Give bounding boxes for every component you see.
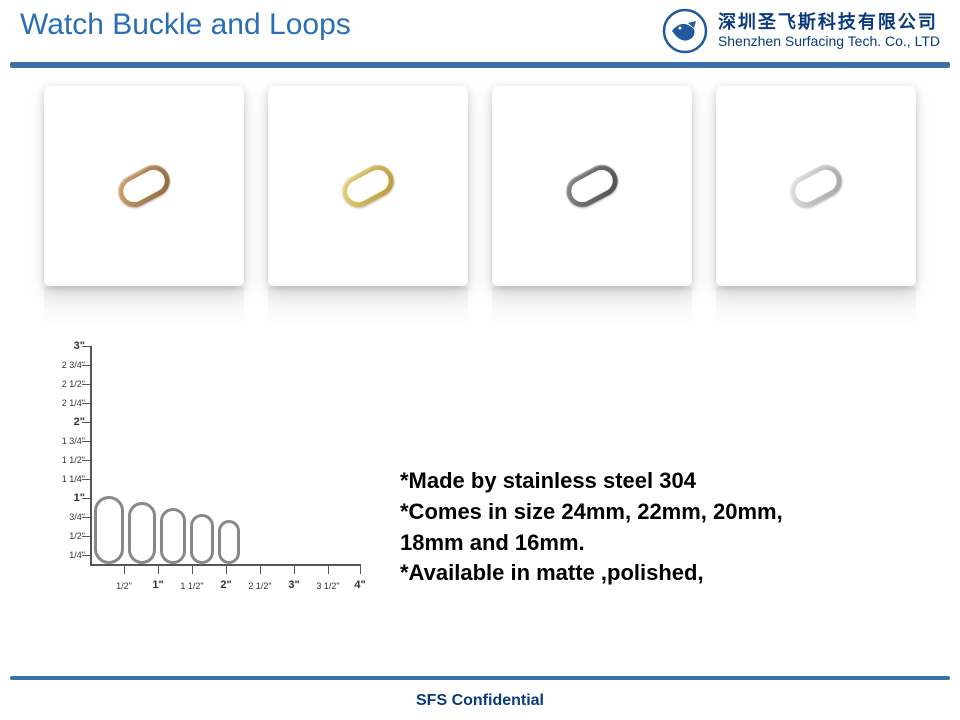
y-label: 3": [74, 340, 85, 352]
loop-rose-gold-icon: [113, 159, 176, 213]
x-label: 2": [220, 579, 231, 591]
size-chart: 3" 2 3/4" 2 1/2" 2 1/4" 2" 1 3/4" 1 1/2" 1 1/4"…: [40, 346, 360, 596]
y-label: 1 1/2": [62, 455, 85, 465]
description: *Made by stainless steel 304 *Comes in s…: [400, 346, 783, 596]
size-loop-icon: [218, 520, 240, 564]
product-row: [40, 86, 920, 286]
desc-line-2: *Comes in size 24mm, 22mm, 20mm,: [400, 497, 783, 528]
loop-gunmetal-icon: [561, 159, 624, 213]
y-label: 2 1/4": [62, 398, 85, 408]
size-loop-icon: [94, 496, 124, 564]
company-text: 深圳圣飞斯科技有限公司 Shenzhen Surfacing Tech. Co.…: [718, 12, 940, 50]
y-label: 3/4": [69, 512, 85, 522]
divider-top: [10, 62, 950, 68]
company-name-en: Shenzhen Surfacing Tech. Co., LTD: [718, 33, 940, 50]
footer-text: SFS Confidential: [0, 692, 960, 710]
product-card: [492, 86, 692, 286]
x-tick: [294, 564, 295, 574]
size-loop-icon: [160, 508, 186, 564]
lower-section: 3" 2 3/4" 2 1/2" 2 1/4" 2" 1 3/4" 1 1/2" 1 1/4"…: [0, 346, 960, 596]
y-label: 2 1/2": [62, 379, 85, 389]
x-label: 3 1/2": [316, 581, 339, 591]
x-label: 4": [354, 579, 365, 591]
x-tick: [260, 564, 261, 574]
x-tick: [158, 564, 159, 574]
y-label: 2": [74, 416, 85, 428]
product-card: [716, 86, 916, 286]
x-label: 1/2": [116, 581, 132, 591]
company-block: 深圳圣飞斯科技有限公司 Shenzhen Surfacing Tech. Co.…: [662, 8, 940, 54]
desc-line-4: *Available in matte ,polished,: [400, 558, 783, 589]
x-label: 2 1/2": [248, 581, 271, 591]
size-loop-icon: [128, 502, 156, 564]
y-label: 1/2": [69, 531, 85, 541]
y-label: 1 3/4": [62, 436, 85, 446]
loop-gold-icon: [337, 159, 400, 213]
y-label: 1 1/4": [62, 474, 85, 484]
x-tick: [360, 564, 361, 574]
x-label: 1 1/2": [180, 581, 203, 591]
x-tick: [328, 564, 329, 574]
page-title: Watch Buckle and Loops: [20, 8, 351, 42]
x-tick: [124, 564, 125, 574]
y-label: 1": [74, 492, 85, 504]
desc-line-1: *Made by stainless steel 304: [400, 466, 783, 497]
product-card: [268, 86, 468, 286]
y-label: 1/4": [69, 550, 85, 560]
x-tick: [192, 564, 193, 574]
x-axis: [90, 564, 360, 566]
x-tick: [226, 564, 227, 574]
reflection: [44, 286, 244, 326]
reflection: [492, 286, 692, 326]
loop-silver-icon: [785, 159, 848, 213]
reflection: [716, 286, 916, 326]
product-card: [44, 86, 244, 286]
x-label: 1": [152, 579, 163, 591]
reflection: [268, 286, 468, 326]
desc-line-3: 18mm and 16mm.: [400, 528, 783, 559]
x-label: 3": [288, 579, 299, 591]
company-name-cn: 深圳圣飞斯科技有限公司: [718, 12, 940, 34]
divider-bottom: [10, 676, 950, 680]
company-logo-icon: [662, 8, 708, 54]
y-axis: [90, 346, 92, 566]
y-label: 2 3/4": [62, 360, 85, 370]
header: Watch Buckle and Loops 深圳圣飞斯科技有限公司 Shenz…: [0, 0, 960, 54]
size-loop-icon: [190, 514, 214, 564]
